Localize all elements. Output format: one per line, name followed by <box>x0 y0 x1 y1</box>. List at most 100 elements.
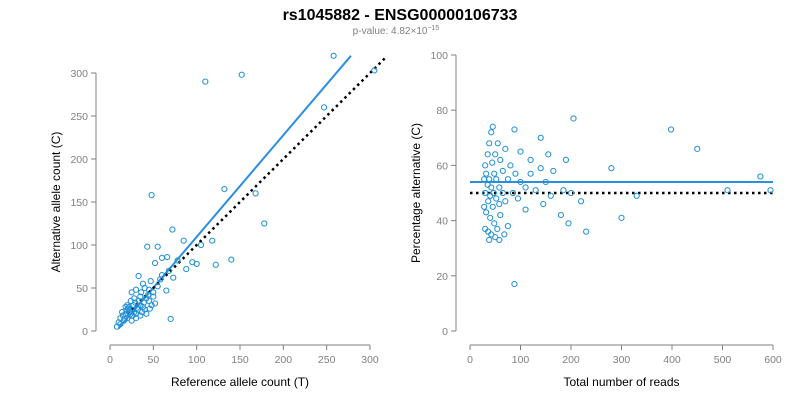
data-point <box>117 321 124 328</box>
x-tick-label: 200 <box>562 354 580 366</box>
data-point <box>209 237 216 244</box>
x-tick-label: 0 <box>467 354 473 366</box>
allele-count-panel: 0 50 100 150 200 250 300 0 50 100 150 200 250 300 Refe… <box>49 52 387 389</box>
data-point <box>129 312 136 319</box>
data-point <box>542 178 549 186</box>
data-point <box>583 228 590 235</box>
data-point <box>633 192 640 199</box>
y-axis-label: Percentage alternative (C) <box>409 123 423 263</box>
data-point <box>493 195 500 202</box>
data-point <box>252 190 259 197</box>
data-point <box>228 256 235 263</box>
data-point <box>484 151 491 158</box>
data-point <box>504 176 511 183</box>
data-point <box>125 305 132 312</box>
data-point <box>169 226 176 233</box>
data-point <box>167 315 174 323</box>
y-tick-label: 150 <box>70 197 88 209</box>
data-point <box>483 209 490 216</box>
data-point <box>154 283 161 290</box>
p-value-exponent: −15 <box>427 25 439 32</box>
x-tick-label: 200 <box>275 354 293 366</box>
x-tick-label: 300 <box>613 354 631 366</box>
reference-line <box>126 56 387 315</box>
data-point <box>550 167 557 175</box>
data-point <box>487 214 494 221</box>
data-point <box>135 272 142 280</box>
data-point <box>140 299 147 306</box>
x-tick-label: 250 <box>318 354 336 366</box>
data-point <box>567 189 575 197</box>
data-point <box>767 187 774 194</box>
data-point <box>497 211 504 219</box>
data-point <box>496 184 503 191</box>
data-point <box>491 170 498 177</box>
x-axis-label: Total number of reads <box>563 375 679 389</box>
data-point <box>212 261 219 268</box>
data-point <box>158 272 166 279</box>
data-point <box>540 200 547 208</box>
x-tick-label: 500 <box>714 354 732 366</box>
data-point <box>174 257 181 264</box>
data-point <box>147 278 154 285</box>
data-point <box>371 67 378 74</box>
data-point <box>694 145 701 152</box>
x-tick-label: 150 <box>231 354 249 366</box>
chart-subtitle: p-value: 4.82×10−15 <box>353 25 440 37</box>
data-point <box>537 165 544 172</box>
data-point <box>137 312 144 319</box>
x-tick-label: 400 <box>663 354 681 366</box>
x-axis-label: Reference allele count (T) <box>171 375 309 389</box>
data-point <box>183 265 190 273</box>
data-point <box>135 297 142 304</box>
data-point <box>489 159 496 166</box>
data-point <box>128 289 135 296</box>
data-point <box>491 220 498 227</box>
data-point <box>527 170 534 177</box>
data-point <box>489 123 496 130</box>
y-tick-label: 300 <box>70 68 88 80</box>
data-point <box>497 156 504 163</box>
data-point <box>197 241 205 249</box>
data-point <box>151 259 159 267</box>
data-point <box>148 192 155 199</box>
data-point <box>123 307 130 314</box>
y-tick-label: 100 <box>430 50 448 62</box>
y-tick-label: 200 <box>70 154 88 166</box>
data-point <box>527 156 534 163</box>
data-point <box>492 151 499 158</box>
data-point <box>489 203 496 210</box>
y-tick-label: 20 <box>436 271 448 283</box>
data-point <box>502 145 509 152</box>
data-point <box>488 231 495 238</box>
data-point <box>158 254 166 261</box>
data-point <box>532 187 539 194</box>
p-value-text: p-value: 4.82×10 <box>353 26 428 37</box>
x-tick-label: 600 <box>764 354 782 366</box>
x-tick-label: 0 <box>107 354 113 366</box>
data-point <box>509 189 517 197</box>
data-point <box>133 304 140 311</box>
data-point <box>132 286 140 293</box>
data-point <box>487 192 494 199</box>
data-point <box>221 186 228 193</box>
data-point <box>493 176 500 183</box>
data-point <box>488 184 495 191</box>
data-point <box>145 297 153 304</box>
data-point <box>501 231 508 238</box>
y-tick-label: 250 <box>70 111 88 123</box>
data-point <box>492 234 499 241</box>
data-point <box>608 165 615 172</box>
data-point <box>145 291 152 298</box>
data-point <box>126 311 134 318</box>
x-tick-label: 300 <box>361 354 379 366</box>
data-point <box>163 287 170 294</box>
data-point <box>486 236 493 244</box>
data-point <box>238 71 245 78</box>
data-point <box>565 220 572 227</box>
data-point <box>504 223 511 230</box>
data-point <box>138 289 145 296</box>
data-point <box>517 178 524 186</box>
y-tick-label: 0 <box>82 326 88 338</box>
x-tick-label: 100 <box>512 354 530 366</box>
